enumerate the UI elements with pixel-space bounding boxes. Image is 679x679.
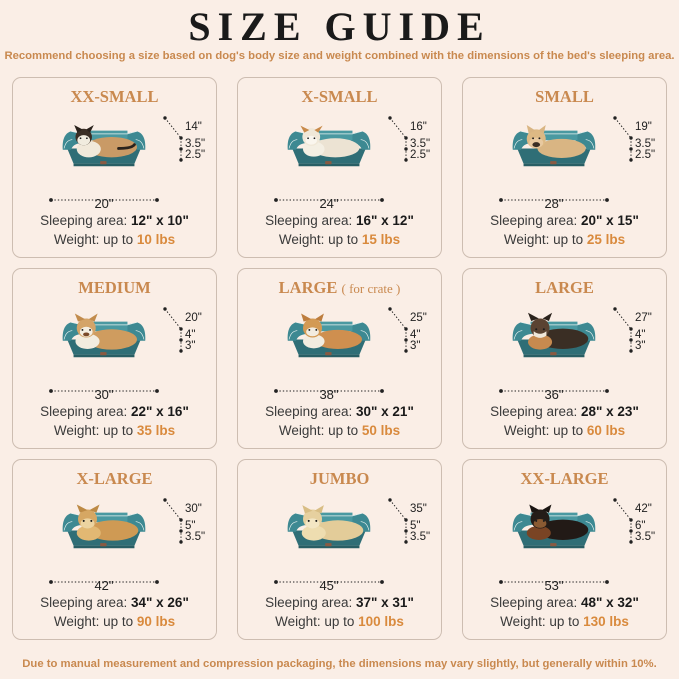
svg-text:25": 25" — [410, 312, 427, 324]
svg-text:3.5": 3.5" — [410, 531, 430, 543]
svg-text:3": 3" — [410, 340, 420, 352]
svg-text:3.5": 3.5" — [185, 531, 205, 543]
svg-text:2.5": 2.5" — [185, 149, 205, 161]
svg-text:3": 3" — [185, 340, 195, 352]
svg-text:20": 20" — [185, 312, 202, 324]
svg-text:14": 14" — [185, 121, 202, 133]
svg-text:27": 27" — [635, 312, 652, 324]
svg-text:19": 19" — [635, 121, 652, 133]
svg-text:30": 30" — [185, 503, 202, 515]
svg-text:42": 42" — [635, 503, 652, 515]
svg-text:16": 16" — [410, 121, 427, 133]
svg-text:3": 3" — [635, 340, 645, 352]
svg-text:35": 35" — [410, 503, 427, 515]
svg-text:2.5": 2.5" — [410, 149, 430, 161]
svg-text:3.5": 3.5" — [635, 531, 655, 543]
svg-text:2.5": 2.5" — [635, 149, 655, 161]
